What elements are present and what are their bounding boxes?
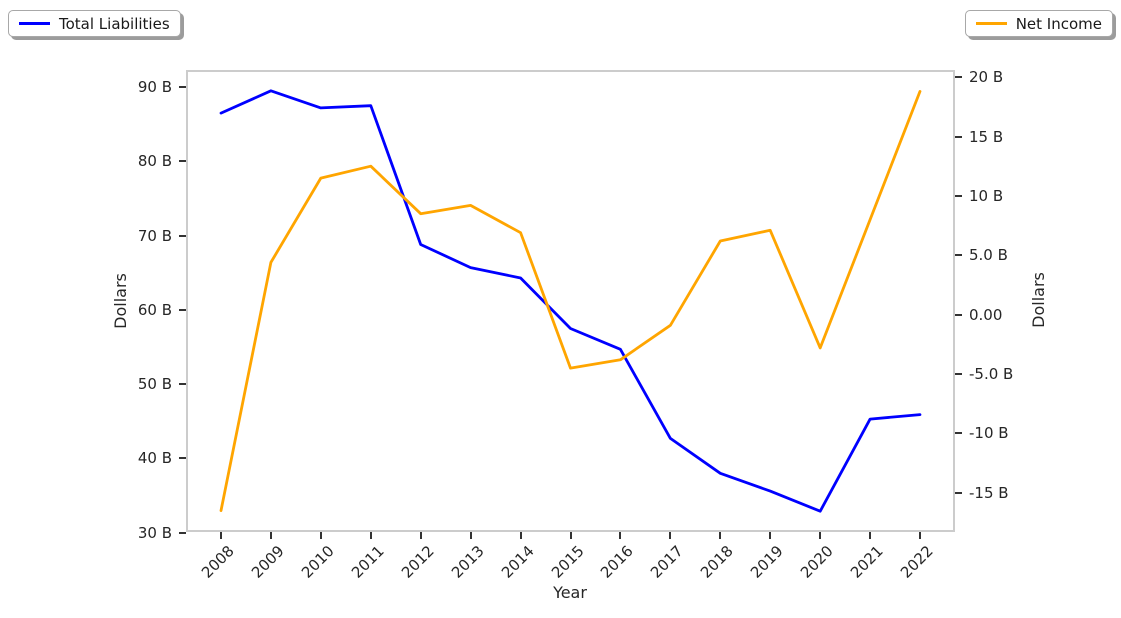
left-y-tick-label: 40 B <box>137 449 172 468</box>
right-y-tick-mark <box>955 135 962 138</box>
x-tick-mark <box>669 532 672 539</box>
left-y-tick-label: 50 B <box>137 375 172 394</box>
left-y-tick-label: 80 B <box>137 152 172 171</box>
left-y-tick-mark <box>179 160 186 163</box>
x-tick-mark <box>869 532 872 539</box>
legend-label-net-income: Net Income <box>1015 14 1102 33</box>
x-tick-mark <box>419 532 422 539</box>
right-y-tick-mark <box>955 76 962 79</box>
legend-label-total-liabilities: Total Liabilities <box>59 14 170 33</box>
x-tick-mark <box>219 532 222 539</box>
right-y-axis-title: Dollars <box>1029 272 1048 328</box>
x-tick-mark <box>819 532 822 539</box>
x-tick-mark <box>769 532 772 539</box>
right-y-tick-mark <box>955 491 962 494</box>
x-tick-mark <box>269 532 272 539</box>
left-y-tick-label: 70 B <box>137 226 172 245</box>
right-y-tick-label: 5.0 B <box>969 246 1008 265</box>
x-tick-mark <box>319 532 322 539</box>
left-y-tick-label: 90 B <box>137 78 172 97</box>
left-y-tick-mark <box>179 531 186 534</box>
legend-total-liabilities: Total Liabilities <box>8 10 181 37</box>
left-y-tick-mark <box>179 234 186 237</box>
right-y-tick-label: 15 B <box>969 127 1004 146</box>
x-tick-mark <box>469 532 472 539</box>
left-y-tick-mark <box>179 308 186 311</box>
right-y-tick-mark <box>955 254 962 257</box>
right-y-tick-mark <box>955 432 962 435</box>
right-y-tick-label: -15 B <box>969 483 1009 502</box>
right-y-tick-label: -5.0 B <box>969 365 1014 384</box>
right-y-tick-mark <box>955 313 962 316</box>
x-tick-mark <box>919 532 922 539</box>
legend-line-swatch-net-income <box>975 22 1007 25</box>
x-tick-mark <box>619 532 622 539</box>
legend-net-income: Net Income <box>964 10 1113 37</box>
right-y-tick-mark <box>955 194 962 197</box>
plot-area <box>186 70 955 532</box>
right-y-tick-label: 10 B <box>969 186 1004 205</box>
x-axis-title: Year <box>553 583 587 602</box>
left-y-axis-title: Dollars <box>111 273 130 329</box>
right-y-tick-label: 0.00 <box>969 305 1003 324</box>
left-y-tick-label: 60 B <box>137 300 172 319</box>
x-tick-mark <box>369 532 372 539</box>
right-y-tick-label: -10 B <box>969 424 1009 443</box>
right-y-tick-label: 20 B <box>969 68 1004 87</box>
x-tick-mark <box>569 532 572 539</box>
right-y-tick-mark <box>955 373 962 376</box>
left-y-tick-mark <box>179 383 186 386</box>
x-tick-mark <box>719 532 722 539</box>
legend-line-swatch-total-liabilities <box>19 22 50 25</box>
left-y-tick-label: 30 B <box>137 523 172 542</box>
x-tick-mark <box>519 532 522 539</box>
left-y-tick-mark <box>179 457 186 460</box>
left-y-tick-mark <box>179 86 186 89</box>
